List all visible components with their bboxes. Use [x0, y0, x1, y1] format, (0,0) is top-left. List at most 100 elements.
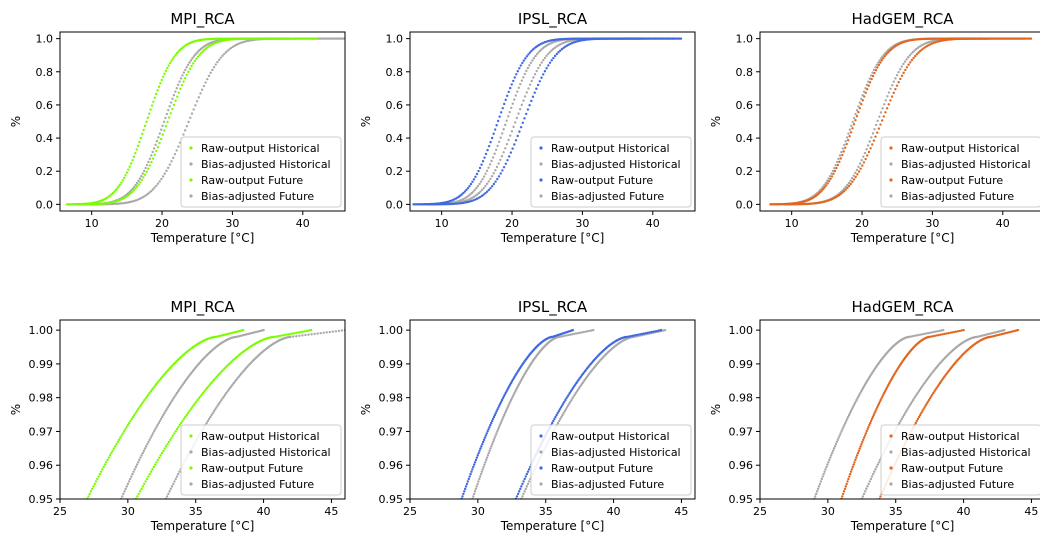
- data-point: [170, 485, 174, 488]
- data-point: [576, 331, 580, 335]
- data-point: [505, 408, 508, 411]
- data-point: [561, 402, 565, 405]
- data-point: [518, 67, 521, 70]
- data-point: [171, 398, 174, 402]
- data-point: [124, 428, 127, 431]
- data-point: [501, 169, 504, 172]
- data-point: [566, 395, 569, 398]
- data-point: [155, 425, 158, 429]
- data-point: [832, 447, 836, 450]
- data-point: [178, 470, 181, 473]
- data-point: [487, 428, 490, 431]
- legend-entry: Bias-adjusted Future: [901, 190, 1014, 203]
- data-point: [466, 186, 470, 190]
- data-point: [950, 331, 954, 334]
- data-point: [522, 492, 525, 496]
- legend-marker: [189, 194, 193, 198]
- data-point: [463, 487, 467, 491]
- data-point: [137, 179, 140, 183]
- data-point: [173, 55, 176, 58]
- data-point: [481, 178, 484, 181]
- data-point: [908, 404, 911, 407]
- y-tick-label: 0.98: [29, 392, 54, 405]
- data-point: [855, 109, 859, 112]
- data-point: [500, 154, 504, 158]
- data-point: [527, 87, 530, 90]
- data-point: [334, 330, 338, 333]
- data-point: [663, 328, 667, 332]
- data-point: [559, 406, 563, 409]
- data-point: [151, 468, 154, 471]
- data-point: [854, 118, 857, 122]
- data-point: [875, 63, 879, 67]
- data-point: [187, 70, 190, 73]
- data-point: [323, 37, 326, 40]
- data-point: [852, 116, 856, 120]
- data-point: [484, 434, 488, 437]
- data-point: [209, 71, 212, 75]
- data-point: [831, 169, 835, 173]
- data-point: [920, 411, 923, 415]
- data-point: [854, 400, 857, 404]
- data-point: [165, 169, 168, 173]
- data-point: [333, 37, 336, 40]
- data-point: [173, 432, 176, 435]
- data-point: [445, 202, 448, 206]
- data-point: [165, 408, 168, 411]
- data-point: [866, 154, 869, 157]
- data-point: [845, 142, 848, 146]
- subplot-3: HadGEM_RCA 10 20 30 40 0.0 0.2 0.4 0.6 0.8 1.0 Temp…: [709, 10, 1040, 245]
- data-point: [488, 163, 492, 166]
- data-point: [565, 397, 568, 400]
- data-point: [145, 477, 149, 481]
- data-point: [890, 95, 894, 98]
- data-point: [462, 492, 465, 496]
- data-point: [295, 331, 298, 334]
- data-point: [552, 56, 555, 60]
- data-point: [868, 140, 871, 143]
- data-point: [848, 135, 851, 138]
- series-2: [119, 328, 265, 499]
- data-point: [197, 96, 200, 99]
- data-point: [448, 202, 451, 206]
- series-1: [460, 328, 575, 499]
- data-point: [135, 181, 139, 185]
- data-point: [176, 83, 180, 87]
- data-point: [179, 87, 182, 91]
- data-point: [534, 54, 537, 58]
- data-point: [941, 333, 944, 336]
- data-point: [526, 470, 530, 473]
- data-point: [565, 334, 568, 337]
- data-point: [185, 66, 188, 69]
- data-point: [135, 185, 139, 188]
- data-point: [138, 177, 142, 180]
- data-point: [923, 332, 926, 336]
- data-point: [570, 398, 573, 402]
- data-point: [273, 37, 276, 40]
- data-point: [152, 100, 155, 103]
- legend-marker: [539, 178, 543, 182]
- data-point: [511, 102, 514, 105]
- data-point: [325, 331, 328, 334]
- data-point: [940, 329, 943, 332]
- legend: Raw-output Historical Bias-adjusted Histo…: [180, 136, 342, 208]
- data-point: [548, 61, 552, 64]
- subplot-2: IPSL_RCA 10 20 30 40 0.0 0.2 0.4 0.6 0.8 1.0 Temper…: [359, 10, 696, 245]
- data-point: [835, 160, 839, 164]
- data-point: [860, 97, 863, 101]
- data-point: [177, 91, 180, 94]
- data-point: [471, 180, 474, 184]
- data-point: [200, 88, 204, 91]
- data-point: [484, 152, 488, 156]
- data-point: [499, 421, 502, 425]
- data-point: [155, 184, 158, 187]
- legend-entry: Raw-output Future: [201, 174, 303, 187]
- data-point: [489, 423, 492, 427]
- data-point: [106, 458, 109, 462]
- legend-entry: Raw-output Historical: [551, 430, 670, 443]
- data-point: [679, 37, 683, 40]
- data-point: [483, 436, 487, 439]
- data-point: [515, 73, 518, 76]
- data-point: [921, 410, 924, 413]
- data-point: [563, 410, 566, 413]
